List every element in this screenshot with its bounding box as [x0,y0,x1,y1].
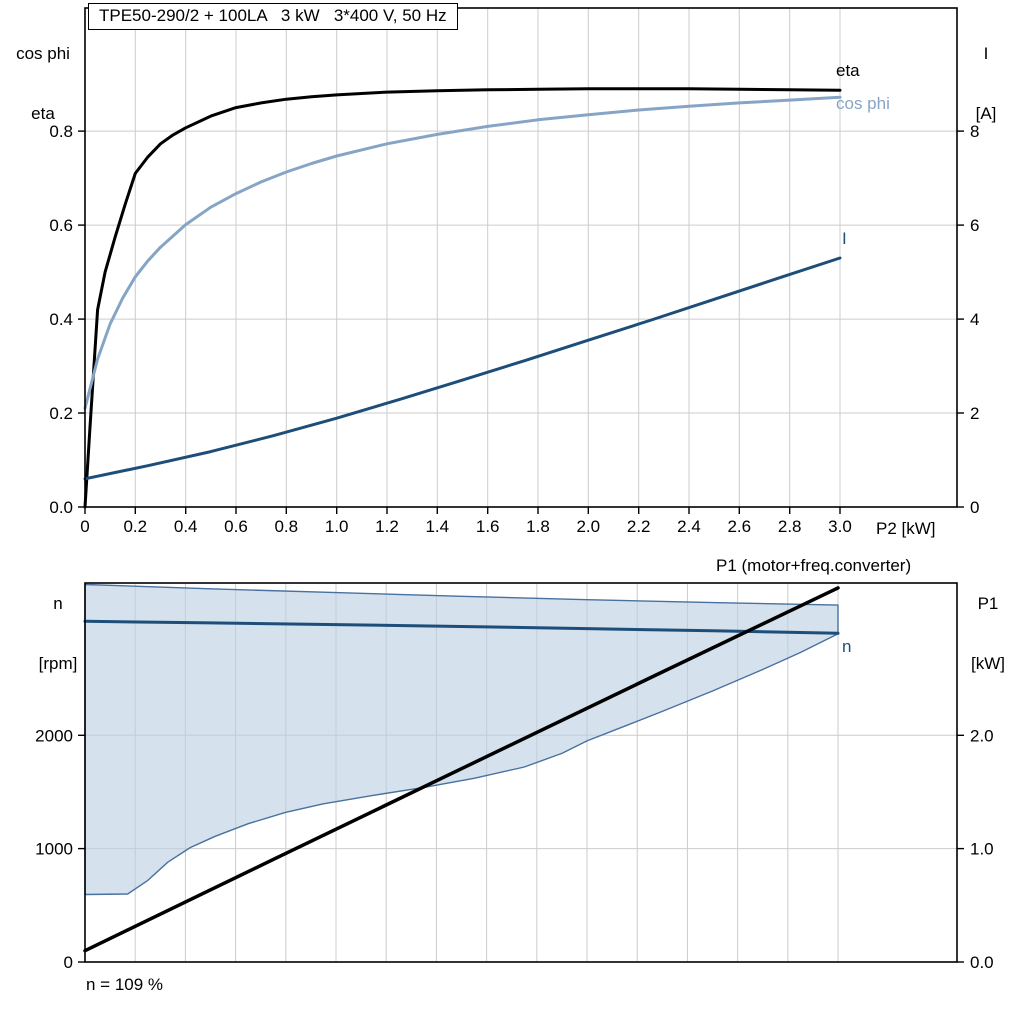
svg-text:2.6: 2.6 [727,517,751,536]
chart-bottom: 0 1000 2000 0.0 1.0 2.0 [35,582,994,972]
svg-text:0.8: 0.8 [49,122,73,141]
svg-text:2000: 2000 [35,726,73,745]
svg-text:2.4: 2.4 [677,517,701,536]
current-curve-label: I [842,229,847,248]
axis-ticks [78,130,964,514]
svg-text:1.2: 1.2 [375,517,399,536]
speed-curve-label: n [842,637,852,656]
series-n [83,619,840,635]
axis-label-current-unit: [A] [975,104,997,123]
axis-ticks [78,734,964,963]
p1-curve-label: P1 (motor+freq.converter) [716,556,912,575]
series-eta [83,87,842,509]
svg-text:1.0: 1.0 [325,517,349,536]
svg-text:0: 0 [64,953,73,972]
svg-text:1.4: 1.4 [425,517,449,536]
speed-control-range-region [84,583,839,896]
svg-text:2.2: 2.2 [627,517,651,536]
speed-percentage-annotation: n = 109 % [86,975,164,994]
plot-frame [84,582,958,963]
svg-text:1000: 1000 [35,840,73,859]
axis-label-p1-unit: [kW] [971,654,1005,673]
svg-text:3.0: 3.0 [828,517,852,536]
svg-text:0: 0 [970,498,979,517]
svg-text:1.6: 1.6 [476,517,500,536]
axis-label-current: I [983,44,989,63]
svg-text:0.0: 0.0 [49,498,73,517]
svg-text:1.8: 1.8 [526,517,550,536]
chart-top: 0.0 0.2 0.4 0.6 0.8 0 2 4 6 8 0 0.2 0.4 0.6 0.8 1.0 1.2 1… [49,7,979,536]
chart-title-box: TPE50-290/2 + 100LA 3 kW 3*400 V, 50 Hz [88,3,458,30]
svg-text:0.4: 0.4 [174,517,198,536]
series-cos-phi [83,95,842,410]
tick-labels: 0 1000 2000 0.0 1.0 2.0 [35,726,993,972]
svg-text:0.6: 0.6 [49,216,73,235]
bottom-left-axis-label: n [rpm] [29,554,87,714]
axis-label-speed-unit: [rpm] [38,654,78,673]
svg-text:2.0: 2.0 [970,726,994,745]
svg-text:0.6: 0.6 [224,517,248,536]
plot-frame [84,7,958,508]
svg-text:2.8: 2.8 [778,517,802,536]
svg-text:2: 2 [970,404,979,423]
top-left-axis-label: cos phi eta [6,4,80,164]
svg-text:2.0: 2.0 [576,517,600,536]
bottom-right-axis-label: P1 [kW] [960,554,1016,714]
svg-text:0.2: 0.2 [123,517,147,536]
svg-text:0.4: 0.4 [49,310,73,329]
svg-text:4: 4 [970,310,979,329]
svg-text:0.2: 0.2 [49,404,73,423]
top-right-axis-label: I [A] [960,4,1012,164]
axis-label-eta: eta [31,104,55,123]
svg-text:0.8: 0.8 [274,517,298,536]
svg-text:1.0: 1.0 [970,840,994,859]
axis-label-cos-phi: cos phi [16,44,70,63]
axis-label-p1: P1 [977,594,999,613]
svg-text:0: 0 [80,517,89,536]
series-i [83,256,842,481]
svg-text:8: 8 [970,122,979,141]
axis-label-speed: n [53,594,63,613]
series-p1-motor-freq-converter [83,586,840,953]
cos-phi-curve-label: cos phi [836,94,890,113]
x-axis-label: P2 [kW] [876,519,936,538]
svg-text:0.0: 0.0 [970,953,994,972]
gridlines [85,8,957,507]
svg-text:6: 6 [970,216,979,235]
tick-labels: 0.0 0.2 0.4 0.6 0.8 0 2 4 6 8 0 0.2 0.4 0.6 0.8 1.0 1.2 1… [49,122,979,536]
eta-curve-label: eta [836,61,860,80]
